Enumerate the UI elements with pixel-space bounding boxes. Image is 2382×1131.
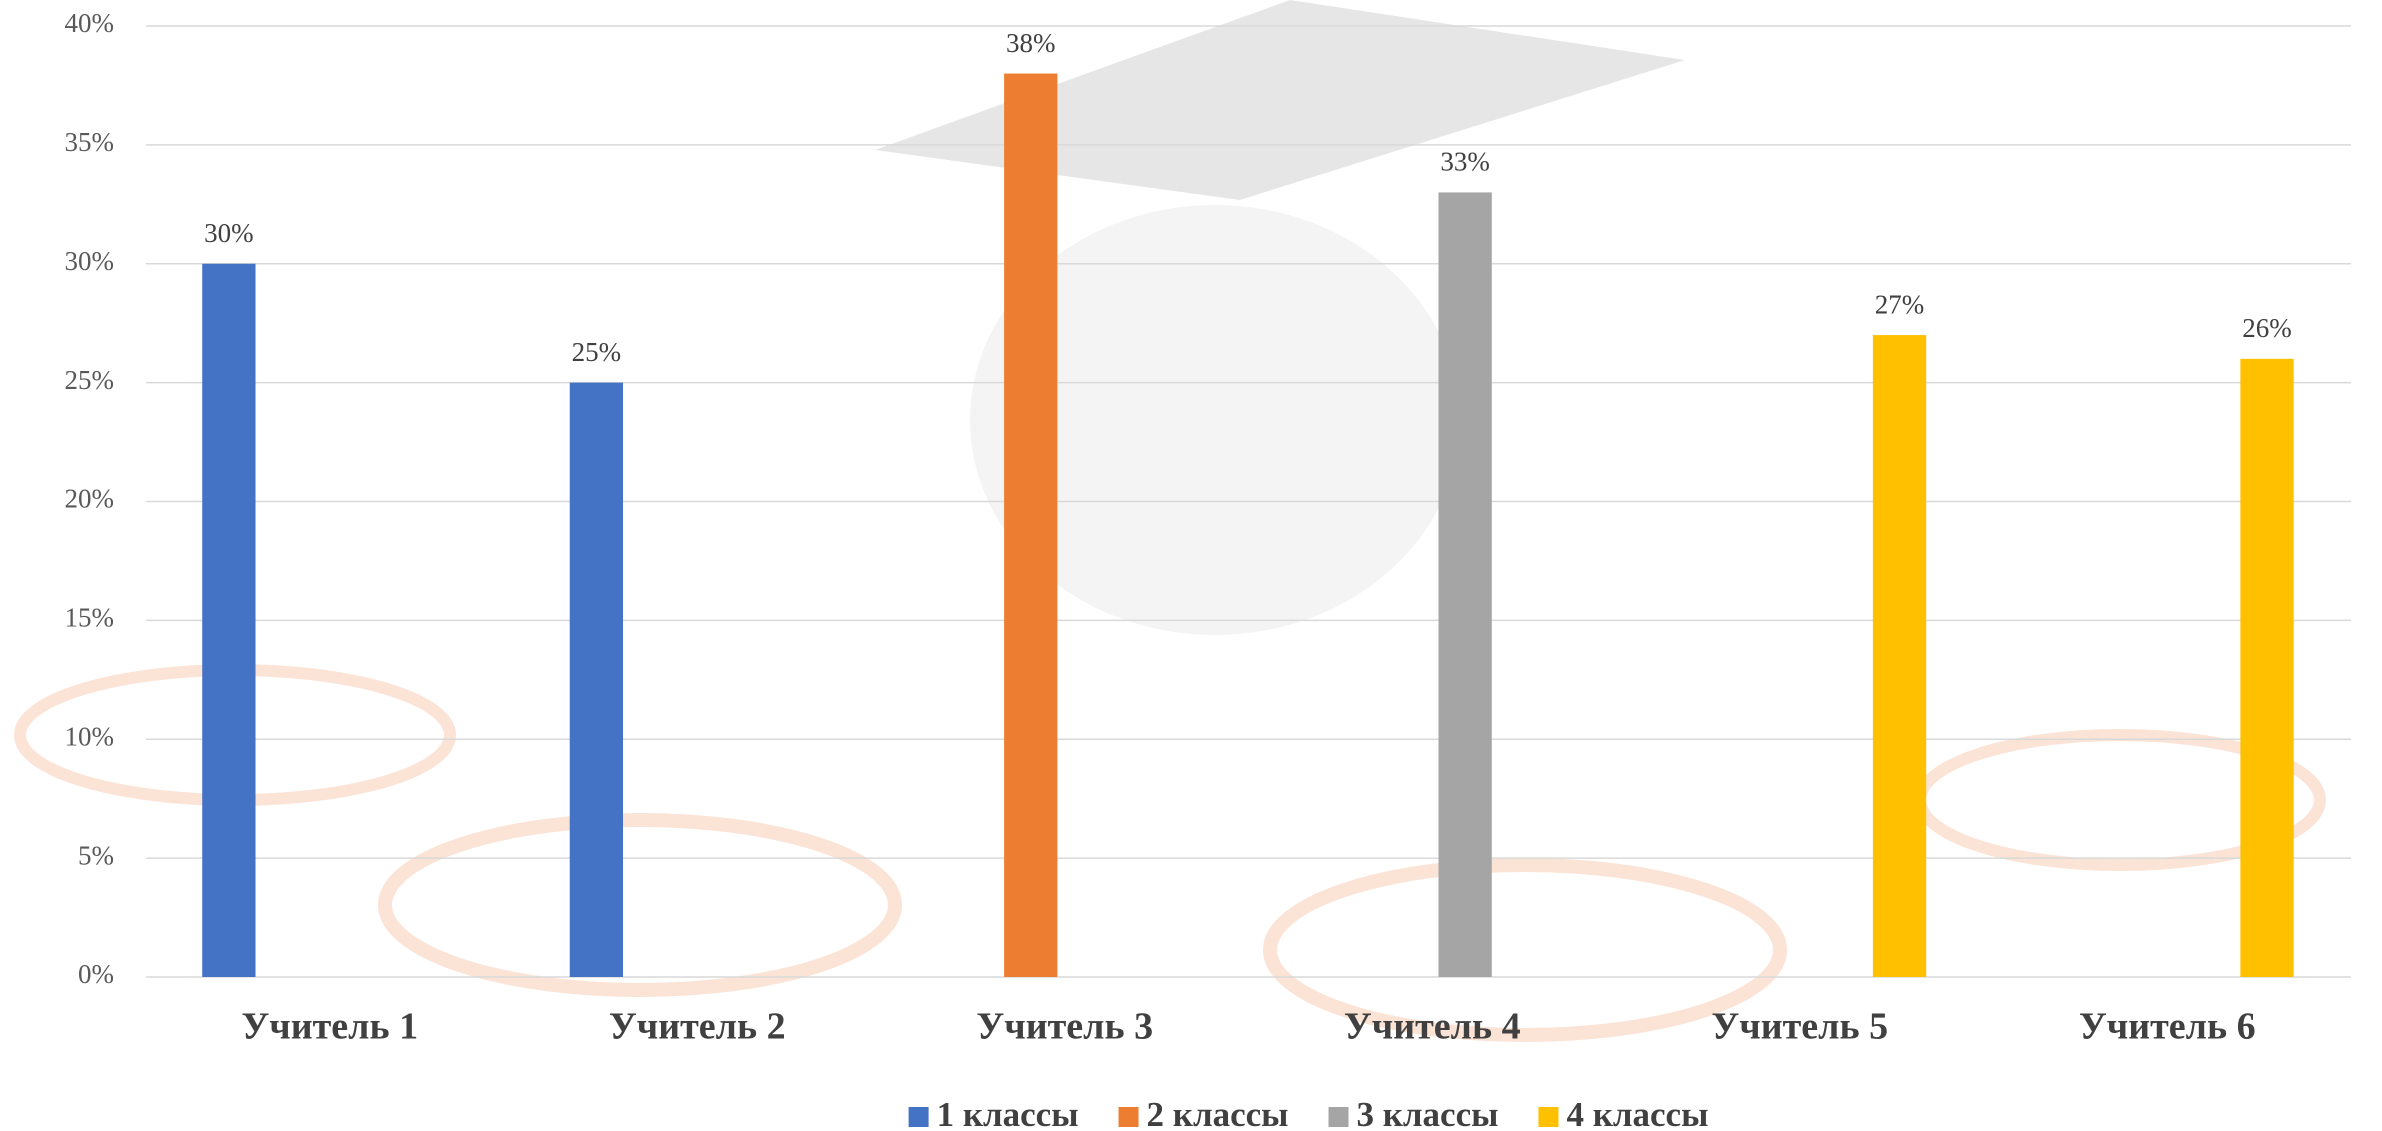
- x-tick-label: Учитель 3: [976, 1006, 1153, 1048]
- value-label: 26%: [2242, 313, 2292, 343]
- legend-label: 2 классы: [1147, 1095, 1289, 1131]
- bar: [570, 383, 623, 977]
- bar: [202, 264, 255, 977]
- legend-swatch: [1329, 1107, 1349, 1127]
- bar: [1873, 335, 1926, 977]
- page: {"chart_data": {"type": "bar", "categori…: [0, 0, 2382, 1131]
- y-tick-label: 30%: [65, 246, 115, 276]
- bar: [2240, 359, 2293, 977]
- x-tick-label: Учитель 6: [2079, 1006, 2256, 1048]
- value-label: 25%: [572, 337, 622, 367]
- x-tick-label: Учитель 1: [241, 1006, 418, 1048]
- bar: [1438, 192, 1491, 977]
- value-label: 33%: [1440, 147, 1490, 177]
- y-tick-label: 10%: [65, 721, 115, 751]
- value-label: 27%: [1875, 289, 1925, 319]
- legend-label: 3 классы: [1357, 1095, 1499, 1131]
- value-label: 30%: [204, 218, 254, 248]
- chart: 0% 5% 10% 15% 20% 25% 30% 35% 40% Учитель 1 Учител…: [0, 0, 2382, 1131]
- legend-swatch: [1119, 1107, 1139, 1127]
- x-tick-label: Учитель 2: [609, 1006, 786, 1048]
- y-tick-label: 5%: [78, 840, 114, 870]
- y-tick-label: 20%: [65, 484, 115, 514]
- legend-label: 4 классы: [1566, 1095, 1708, 1131]
- y-tick-label: 35%: [65, 127, 115, 157]
- x-tick-label: Учитель 5: [1711, 1006, 1888, 1048]
- y-tick-label: 0%: [78, 959, 114, 989]
- y-tick-label: 25%: [65, 365, 115, 395]
- legend-swatch: [909, 1107, 929, 1127]
- legend-swatch: [1538, 1107, 1558, 1127]
- bar: [1004, 74, 1057, 977]
- legend-label: 1 классы: [937, 1095, 1079, 1131]
- y-tick-label: 40%: [65, 8, 115, 38]
- x-tick-label: Учитель 4: [1344, 1006, 1521, 1048]
- y-tick-label: 15%: [65, 603, 115, 633]
- value-label: 38%: [1006, 28, 1056, 58]
- background-decoration: [20, 0, 2320, 1035]
